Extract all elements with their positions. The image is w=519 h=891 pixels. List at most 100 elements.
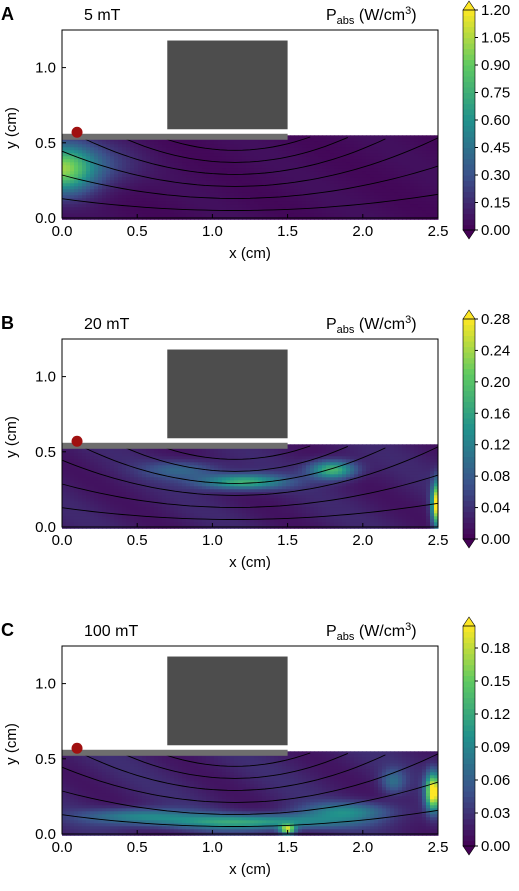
x-tick-label: 0.0 [52,532,73,549]
colorbar-tick-label: 0.30 [481,167,510,184]
colorbar-tick-label: 0.00 [481,838,510,855]
field-line [61,137,439,187]
field-lines [61,135,439,211]
y-tick-label: 1.0 [35,676,56,693]
colorbar-extend-max [462,0,476,11]
field-line [61,165,439,199]
colorbar-title: Pabs (W/cm3) [326,314,417,336]
magnet-block [167,40,288,130]
antenna-marker [71,742,83,754]
plot-frame [61,645,439,835]
colorbar-tick-label: 0.28 [481,311,510,328]
field-line [122,752,348,779]
panel-letter: A [1,4,14,24]
y-axis-label: y (cm) [3,723,20,765]
panel-a: 0.0 0.5 1.0 1.5 2.0 2.5 0.0 0.5 1.0 x (cm) y (cm) A… [1,0,510,262]
x-tick-label: 2.5 [428,223,449,240]
field-line [122,445,348,472]
colorbar [463,319,475,540]
colorbar-tick-label: 0.15 [481,195,510,212]
window-plate [62,749,288,756]
colorbar-extend-min [462,229,476,240]
colorbar-tick-label: 0.08 [481,468,510,485]
colorbar-tick-label: 1.20 [481,2,510,19]
colorbar-title: Pabs (W/cm3) [326,5,417,27]
panel-letter: B [1,313,14,333]
colorbar-tick-label: 0.00 [481,531,510,548]
field-line [159,445,311,460]
window-plate [62,442,288,449]
window-plate [62,133,288,140]
y-tick-label: 0.5 [35,751,56,768]
heatmap-cells [62,444,439,529]
x-tick-label: 1.5 [277,839,298,856]
field-line [84,447,386,484]
x-tick-label: 1.0 [202,532,223,549]
panel-c: 0.0 0.5 1.0 1.5 2.0 2.5 0.0 0.5 1.0 x (cm) y (cm) C… [1,616,510,878]
field-line [61,781,439,815]
condition-label: 5 mT [84,7,121,24]
colorbar-tick-label: 0.06 [481,772,510,789]
panel-b: 0.0 0.5 1.0 1.5 2.0 2.5 0.0 0.5 1.0 x (cm) y (cm) B… [1,309,510,571]
colorbar-tick-label: 0.03 [481,805,510,822]
x-tick-label: 2.5 [428,839,449,856]
field-line [159,752,311,767]
x-tick-label: 2.0 [352,532,373,549]
x-tick-label: 2.0 [352,839,373,856]
x-axis-label: x (cm) [229,554,271,571]
y-tick-label: 0.0 [35,826,56,843]
colorbar-tick-label: 0.60 [481,112,510,129]
y-tick-label: 1.0 [35,60,56,77]
colorbar-tick-label: 0.90 [481,57,510,74]
y-tick-label: 0.5 [35,135,56,152]
colorbar-tick-label: 0.04 [481,500,510,517]
colorbar-tick-label: 0.18 [481,640,510,657]
x-tick-label: 2.0 [352,223,373,240]
y-tick-label: 0.0 [35,210,56,227]
colorbar-extend-min [462,845,476,856]
colorbar-tick-label: 0.24 [481,342,510,359]
field-line [84,754,386,791]
field-lines [61,751,439,827]
field-line [61,474,439,508]
x-tick-label: 0.5 [127,532,148,549]
field-line [61,446,439,496]
heatmap-cells [62,751,439,836]
colorbar-tick-label: 0.20 [481,374,510,391]
x-axis-label: x (cm) [229,861,271,878]
colorbar-tick-label: 0.45 [481,140,510,157]
colorbar-tick-label: 0.12 [481,437,510,454]
condition-label: 100 mT [84,623,138,640]
y-axis-label: y (cm) [3,107,20,149]
field-line [61,753,439,803]
x-tick-label: 1.0 [202,839,223,856]
x-tick-label: 0.5 [127,223,148,240]
colorbar [463,626,475,847]
heatmap-cells [62,135,439,220]
field-line [61,193,439,211]
colorbar [463,10,475,231]
field-line [159,136,311,151]
antenna-marker [71,435,83,447]
colorbar-tick-label: 0.12 [481,706,510,723]
plot-frame [61,29,439,219]
x-tick-label: 1.5 [277,223,298,240]
colorbar-tick-label: 0.16 [481,405,510,422]
x-tick-label: 0.5 [127,839,148,856]
colorbar-frame [462,318,476,540]
colorbar-extend-max [462,616,476,627]
colorbar-tick-label: 0.09 [481,739,510,756]
plot-frame [61,338,439,528]
x-tick-label: 1.5 [277,532,298,549]
field-line [61,502,439,520]
x-tick-label: 1.0 [202,223,223,240]
colorbar-extend-max [462,309,476,320]
x-tick-label: 2.5 [428,532,449,549]
panel-letter: C [1,620,14,640]
magnet-block [167,349,288,439]
y-tick-label: 0.5 [35,444,56,461]
x-tick-label: 0.0 [52,223,73,240]
field-line [84,138,386,175]
colorbar-frame [462,625,476,847]
